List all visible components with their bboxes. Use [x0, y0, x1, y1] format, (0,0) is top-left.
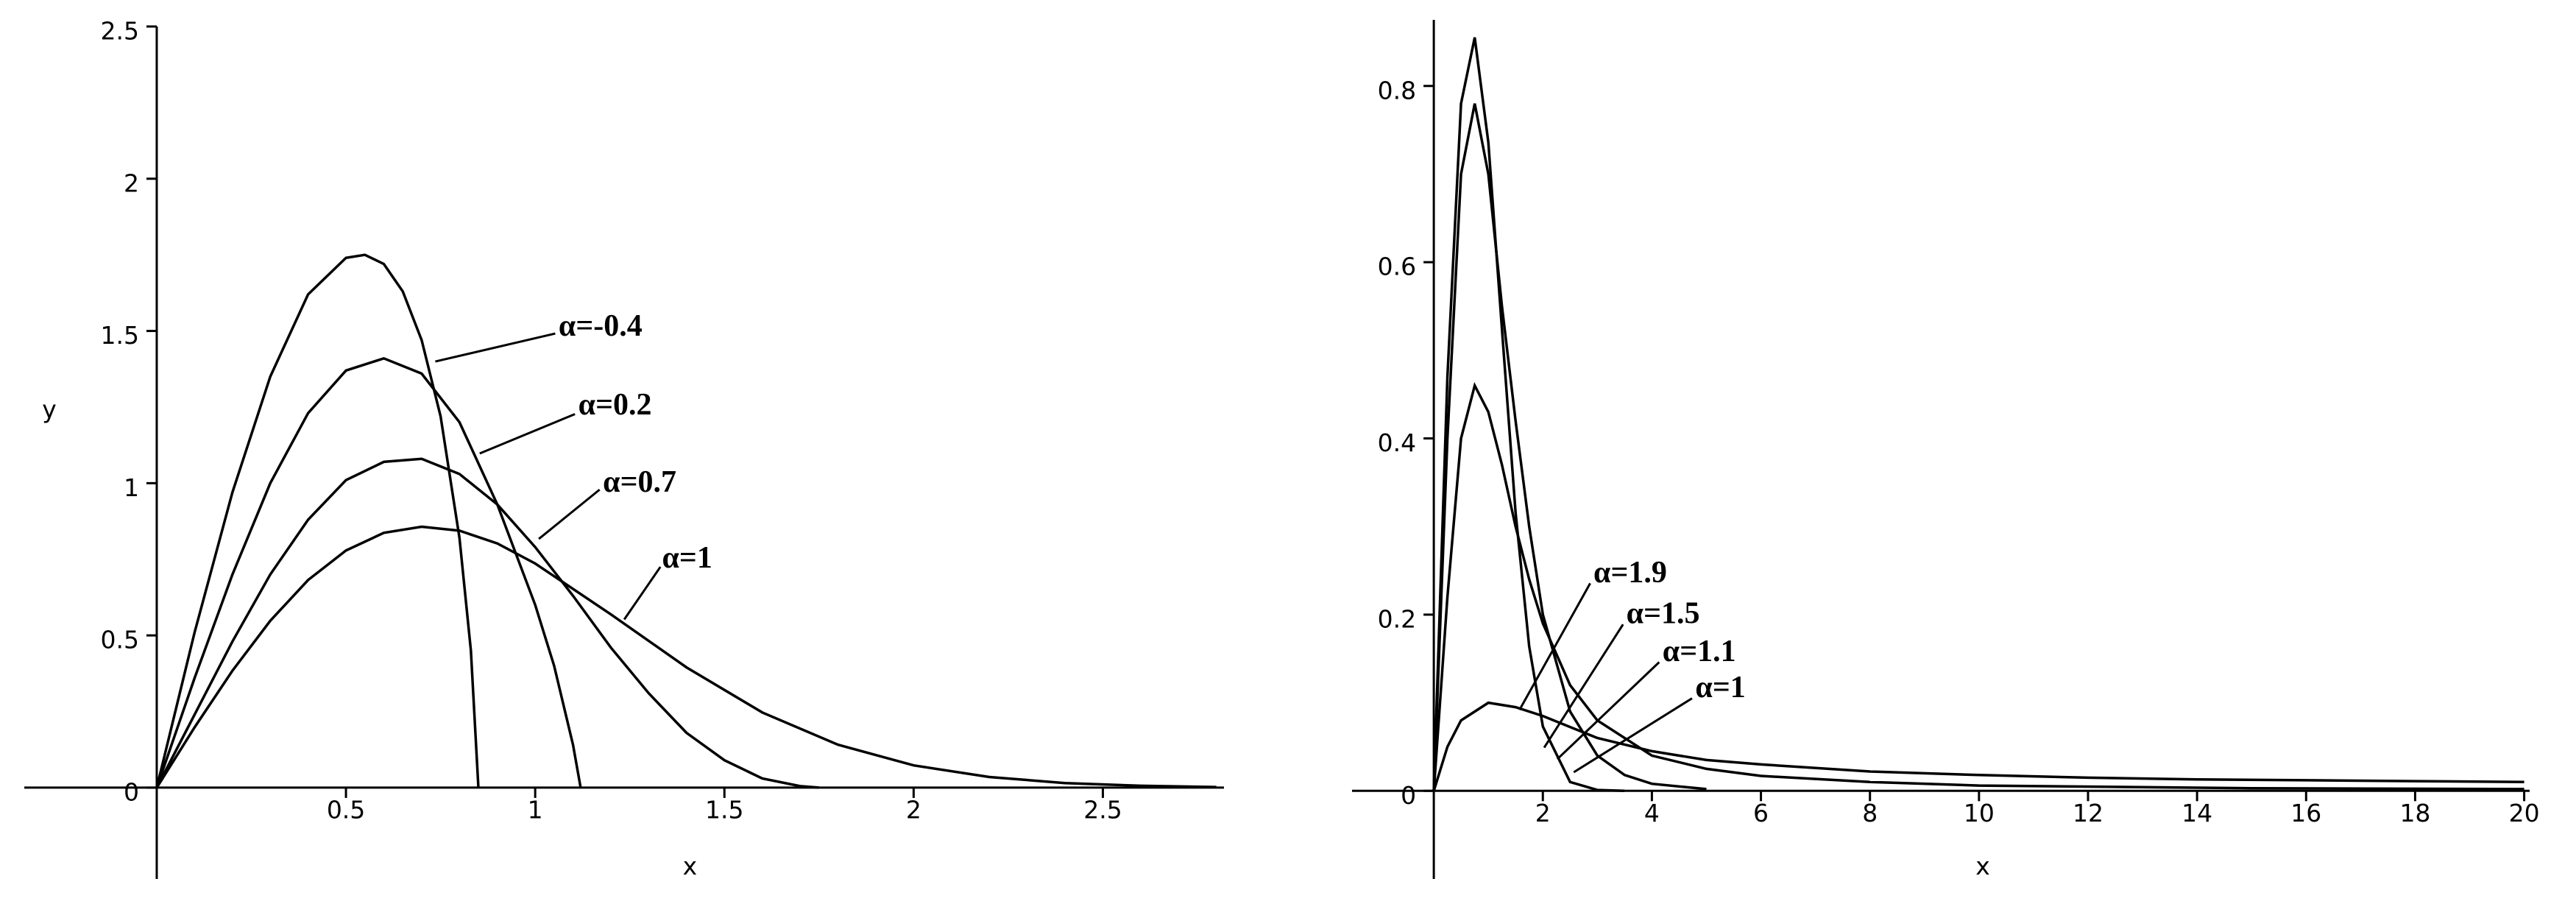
- annotation-leader: [1573, 697, 1693, 774]
- x-tick-label: 14: [2182, 799, 2212, 827]
- annotation-leader: [538, 488, 601, 540]
- y-tick-label: 0.2: [1378, 604, 1416, 633]
- y-tick-label: 0.6: [1378, 253, 1416, 281]
- x-tick-label: 0.5: [327, 795, 365, 824]
- x-tick-label: 1: [528, 795, 543, 824]
- x-tick-label: 20: [2509, 799, 2540, 827]
- annotation: α=1.1: [1663, 635, 1736, 668]
- y-axis-label: y: [42, 395, 57, 424]
- series-line: [155, 525, 1217, 788]
- x-tick-label: 2: [906, 795, 921, 824]
- y-tick-label: 1: [124, 473, 139, 502]
- y-tick-label: 0: [124, 777, 139, 806]
- annotation: α=0.2: [578, 388, 652, 422]
- annotation: α=1: [1695, 671, 1745, 705]
- x-tick-label: 1.5: [705, 795, 743, 824]
- series-line: [1432, 701, 2524, 791]
- annotation-leader: [623, 566, 662, 621]
- y-tick-label: 2.5: [100, 17, 138, 46]
- x-tick-label: 6: [1753, 799, 1769, 827]
- x-tick-label: 8: [1862, 799, 1878, 827]
- x-axis-label: x: [1975, 852, 1990, 880]
- series-line: [155, 253, 480, 788]
- series-line: [1432, 103, 1707, 791]
- annotation: α=1.9: [1593, 556, 1667, 590]
- x-tick-label: 2: [1535, 799, 1551, 827]
- x-tick-label: 16: [2290, 799, 2321, 827]
- series-line: [1432, 37, 1625, 793]
- y-tick-label: 0.4: [1378, 428, 1416, 457]
- series-line: [1432, 381, 2524, 791]
- x-tick-label: 12: [2073, 799, 2103, 827]
- x-tick-label: 4: [1644, 799, 1660, 827]
- annotation-leader: [1556, 661, 1660, 760]
- x-tick-label: 18: [2399, 799, 2430, 827]
- y-tick-label: 2: [124, 169, 139, 197]
- annotation-leader: [1518, 582, 1591, 710]
- y-tick-label: 0.5: [100, 626, 138, 654]
- series-line: [155, 457, 819, 789]
- y-tick-label: 0.8: [1378, 76, 1416, 105]
- annotation-leader: [479, 413, 576, 455]
- annotation-leader: [435, 332, 556, 363]
- annotation: α=0.7: [603, 465, 676, 499]
- annotation: α=1: [662, 541, 712, 575]
- y-tick-label: 1.5: [100, 321, 138, 350]
- annotation: α=1.5: [1627, 597, 1700, 631]
- x-tick-label: 10: [1964, 799, 1995, 827]
- series-line: [155, 356, 582, 788]
- x-axis-label: x: [683, 852, 698, 880]
- annotation-leader: [1543, 624, 1624, 749]
- y-tick-label: 0: [1401, 781, 1416, 810]
- annotation: α=-0.4: [559, 309, 643, 343]
- x-tick-label: 2.5: [1083, 795, 1122, 824]
